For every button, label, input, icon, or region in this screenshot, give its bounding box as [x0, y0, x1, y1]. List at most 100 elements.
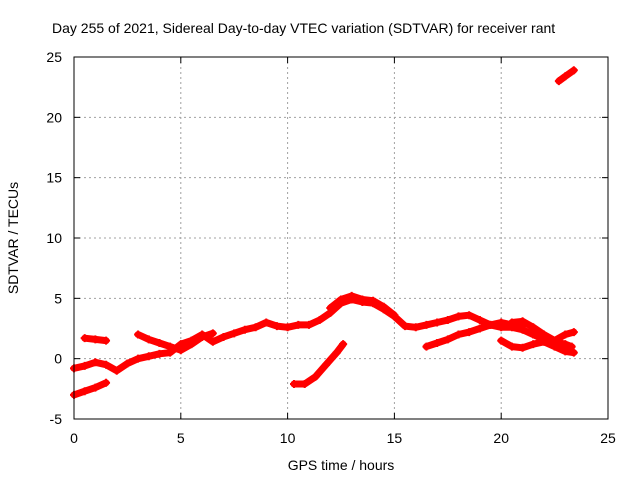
data-point: [300, 380, 309, 389]
data-point: [283, 323, 292, 332]
series-line: [422, 319, 527, 351]
y-tick-label: 0: [54, 351, 62, 367]
x-tick-label: 15: [387, 430, 403, 446]
y-tick-label: 15: [46, 170, 62, 186]
data-point: [102, 378, 111, 387]
y-axis-label: SDTVAR / TECUs: [5, 182, 21, 294]
data-point: [561, 347, 570, 356]
grid-layer: [74, 57, 608, 419]
data-point: [251, 323, 260, 332]
data-point: [166, 342, 175, 351]
plot-frame: [73, 56, 609, 420]
data-point: [91, 383, 100, 392]
data-point: [102, 336, 111, 345]
data-point: [443, 316, 452, 325]
data-point: [91, 358, 100, 367]
series-track-e: [290, 340, 348, 389]
data-point: [507, 318, 516, 327]
data-point: [322, 360, 331, 369]
data-point: [422, 342, 431, 351]
data-point: [208, 337, 217, 346]
data-point: [561, 340, 570, 349]
data-point: [569, 328, 578, 337]
data-point: [358, 295, 367, 304]
x-tick-label: 0: [70, 430, 78, 446]
data-point: [507, 342, 516, 351]
data-point: [198, 332, 207, 341]
data-point: [422, 320, 431, 329]
data-point: [290, 380, 299, 389]
data-point: [433, 318, 442, 327]
data-point: [379, 302, 388, 311]
data-point: [311, 372, 320, 381]
data-point: [465, 311, 474, 320]
tick-layer: 0 5 10 15 20 25 -5 0 5 10 15 20 25: [46, 49, 616, 446]
data-point: [475, 324, 484, 333]
data-point: [187, 340, 196, 349]
data-point: [315, 316, 324, 325]
data-layer: [70, 66, 578, 399]
data-point: [240, 325, 249, 334]
data-point: [326, 303, 335, 312]
data-point: [123, 359, 132, 368]
data-point: [561, 72, 570, 81]
data-point: [433, 338, 442, 347]
data-point: [155, 338, 164, 347]
data-point: [112, 366, 121, 375]
data-point: [219, 332, 228, 341]
data-point: [390, 311, 399, 320]
data-point: [339, 340, 348, 349]
data-point: [529, 323, 538, 332]
data-point: [486, 320, 495, 329]
data-point: [144, 335, 153, 344]
data-point: [332, 348, 341, 357]
data-point: [529, 330, 538, 339]
data-point: [497, 318, 506, 327]
series-track-b: [70, 378, 111, 399]
data-point: [294, 320, 303, 329]
data-point: [569, 66, 578, 75]
series-track-f: [326, 291, 399, 320]
data-point: [411, 323, 420, 332]
series-track-d: [134, 329, 217, 355]
data-point: [497, 336, 506, 345]
series-track-j: [554, 66, 578, 86]
data-point: [347, 291, 356, 300]
data-point: [134, 330, 143, 339]
y-tick-label: 25: [46, 49, 62, 65]
data-point: [401, 322, 410, 331]
y-tick-label: -5: [50, 411, 63, 427]
x-axis-label: GPS time / hours: [288, 457, 395, 473]
data-point: [518, 324, 527, 333]
data-point: [539, 330, 548, 339]
data-point: [529, 340, 538, 349]
series-track-g: [422, 318, 527, 351]
x-tick-label: 5: [177, 430, 185, 446]
data-point: [304, 320, 313, 329]
data-point: [454, 330, 463, 339]
y-tick-label: 5: [54, 290, 62, 306]
series-line: [70, 379, 110, 399]
data-point: [454, 312, 463, 321]
data-point: [144, 352, 153, 361]
data-point: [208, 329, 217, 338]
data-point: [155, 349, 164, 358]
data-point: [102, 360, 111, 369]
y-tick-label: 10: [46, 230, 62, 246]
data-point: [550, 336, 559, 345]
data-point: [262, 318, 271, 327]
data-point: [561, 330, 570, 339]
data-point: [518, 343, 527, 352]
series-track-c: [80, 334, 111, 345]
data-point: [80, 334, 89, 343]
data-point: [518, 317, 527, 326]
x-tick-label: 20: [493, 430, 509, 446]
chart-title: Day 255 of 2021, Sidereal Day-to-day VTE…: [52, 20, 555, 36]
data-point: [230, 329, 239, 338]
data-point: [475, 316, 484, 325]
data-point: [176, 346, 185, 355]
data-point: [134, 354, 143, 363]
data-point: [80, 361, 89, 370]
